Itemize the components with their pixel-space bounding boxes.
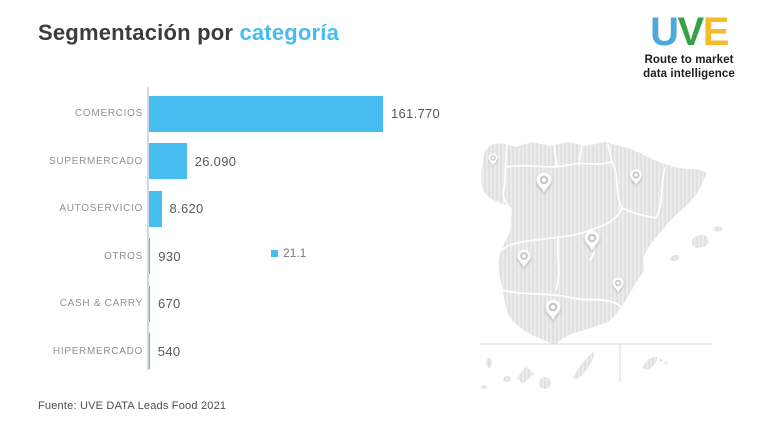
chart-axis-line xyxy=(147,87,149,370)
bar xyxy=(149,143,187,180)
logo-letter: E xyxy=(702,10,730,54)
logo-tagline-line1: Route to market xyxy=(644,54,734,66)
bar xyxy=(149,95,383,132)
page-title-accent: categoría xyxy=(239,20,340,45)
region-borders xyxy=(501,142,666,307)
balearic-islands xyxy=(670,226,723,262)
bar-row: AUTOSERVICIO 8.620 xyxy=(38,185,448,233)
bar-value-label: 26.090 xyxy=(194,153,237,169)
bar-value-label: 161.770 xyxy=(391,106,441,122)
logo-tagline-line2: data intelligence xyxy=(643,67,735,80)
bar xyxy=(149,190,162,227)
legend-label: 21.1 xyxy=(283,246,307,260)
bar-row: COMERCIOS 161.770 xyxy=(38,90,448,138)
canary-islands xyxy=(481,352,668,389)
bar xyxy=(149,285,150,322)
category-label: OTROS xyxy=(103,250,143,262)
category-label: CASH & CARRY xyxy=(59,298,143,310)
bar-value-label: 540 xyxy=(157,343,181,359)
bar-row: SUPERMERCADO 26.090 xyxy=(38,138,448,186)
logo-tagline: Route to market data intelligence xyxy=(636,54,742,81)
bar-rows: COMERCIOS 161.770 SUPERMERCADO 26.090 AUTOSE… xyxy=(38,90,448,375)
bar-row: HIPERMERCADO 540 xyxy=(38,328,448,376)
bar-value-label: 8.620 xyxy=(169,201,204,217)
bar-value-label: 670 xyxy=(158,296,181,312)
legend-swatch xyxy=(271,249,278,257)
category-label: AUTOSERVICIO xyxy=(59,203,143,215)
uve-logo: UVE Route to market data intelligence xyxy=(636,12,742,81)
category-label: COMERCIOS xyxy=(75,108,143,120)
bar xyxy=(149,333,150,370)
source-note: Fuente: UVE DATA Leads Food 2021 xyxy=(38,400,227,412)
page-title: Segmentación por categoría xyxy=(38,20,339,46)
page-title-dark: Segmentación por xyxy=(38,20,234,45)
bar xyxy=(149,238,151,275)
bar-row: CASH & CARRY 670 xyxy=(38,280,448,328)
logo-letters: UVE xyxy=(636,12,742,52)
logo-letter: U xyxy=(650,10,679,54)
logo-letter: V xyxy=(677,10,705,54)
chart-legend: 21.1 xyxy=(271,246,306,260)
category-label: SUPERMERCADO xyxy=(49,155,143,167)
inset-dividers xyxy=(480,343,712,382)
bar-value-label: 930 xyxy=(158,248,181,264)
spain-map xyxy=(480,142,723,389)
bar-row: OTROS 930 xyxy=(38,233,448,281)
category-label: HIPERMERCADO xyxy=(52,345,143,357)
bar-chart: COMERCIOS 161.770 SUPERMERCADO 26.090 AUTOSE… xyxy=(38,87,448,378)
